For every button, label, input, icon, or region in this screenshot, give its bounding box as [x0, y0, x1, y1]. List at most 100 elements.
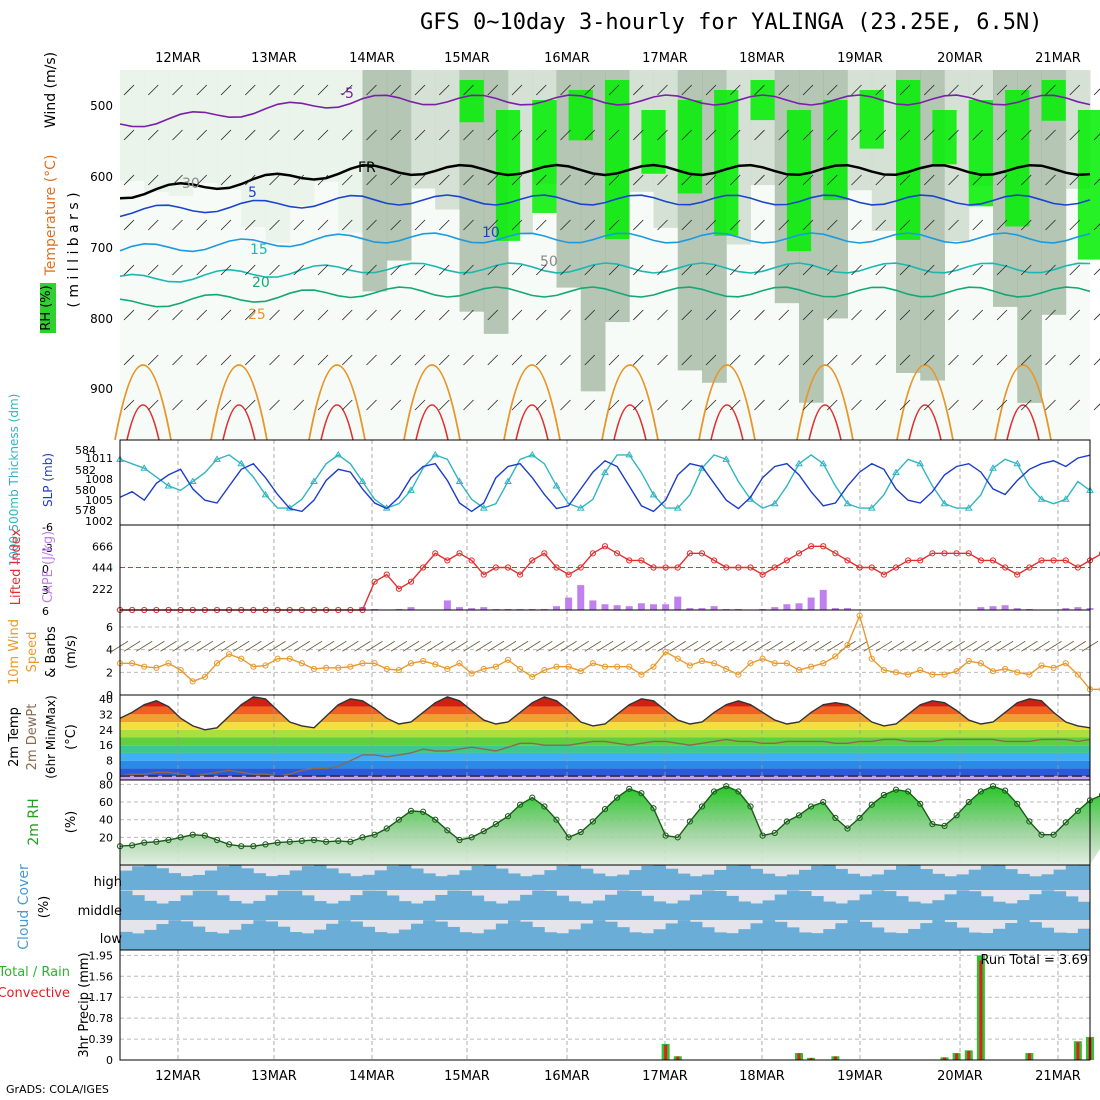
wind-speed-point: [517, 665, 524, 673]
cloud-bar: [653, 929, 667, 950]
wind-barb: [899, 309, 911, 321]
isotherm-30-lobe: [515, 404, 549, 441]
wind-barb: [341, 309, 353, 321]
wind-barb-10m: [827, 640, 844, 652]
thickness-point: [140, 464, 149, 471]
wind-barb: [996, 354, 1008, 366]
wind-barb: [147, 219, 159, 231]
wind-barb-10m: [681, 640, 699, 652]
cloud-bar: [944, 922, 958, 950]
wind-barb: [729, 219, 741, 231]
date-label-bottom: 20MAR: [937, 1069, 983, 1084]
wind-barb-10m: [936, 640, 953, 652]
wind-speed-point: [201, 673, 208, 680]
upper-air-panel: -5 FR 5 10 15 20 25 30 50 500 600 700 800 900: [90, 70, 1100, 441]
cloud-bar: [156, 903, 169, 920]
wind-speed-point: [917, 666, 924, 674]
cloud-bar: [277, 890, 291, 920]
rh-point: [359, 834, 366, 841]
lifted-index-point: [468, 557, 475, 564]
rh-point: [868, 801, 875, 808]
wind-barb: [948, 354, 959, 366]
isotherm-30-lobe: [710, 404, 744, 441]
wind-barb: [317, 129, 329, 141]
wind-barb: [802, 219, 814, 231]
cloud-bar: [641, 933, 654, 950]
lifted-index-point: [1074, 564, 1081, 571]
thickness-point: [819, 459, 828, 467]
isotherm-line: [119, 194, 1091, 218]
rh-point: [747, 803, 754, 810]
rh-shading: [241, 70, 266, 227]
cloud-bar: [762, 920, 776, 950]
wind-barb: [560, 264, 571, 276]
wind-speed-point: [492, 663, 499, 670]
lifted-index-point: [553, 564, 560, 571]
cloud-bar: [289, 932, 303, 950]
wind-speed-point: [771, 660, 778, 667]
cape-bar: [577, 585, 585, 610]
cape-bar: [674, 596, 682, 610]
wind-barb: [269, 129, 280, 141]
cloud-bar: [835, 868, 848, 890]
cloud-bar: [459, 890, 473, 920]
thickness-point: [455, 477, 464, 484]
wind-barb: [923, 84, 935, 96]
wind-barb: [317, 84, 329, 96]
wind-barb-10m: [778, 640, 796, 652]
wind-speed-point: [989, 668, 997, 675]
wind-barb: [269, 264, 280, 276]
wind-barb: [729, 354, 741, 366]
cloud-bar: [398, 901, 412, 920]
cloud-level-label: middle: [78, 904, 122, 919]
wind-barb: [366, 354, 377, 366]
slp-line: [119, 454, 1091, 513]
wind-barb: [341, 129, 353, 141]
wind-barb: [705, 399, 717, 411]
cloud-bar: [229, 900, 242, 920]
wind-barb: [317, 174, 329, 186]
rh-high-blob: [823, 100, 848, 201]
cloud-bar: [386, 866, 400, 890]
lifted-index-point: [650, 564, 657, 571]
lifted-index-point: [589, 550, 596, 557]
wind-barb: [196, 399, 208, 411]
cloud-bar: [144, 865, 157, 890]
cloud-bar: [823, 929, 836, 950]
rh-high-blob: [750, 80, 775, 121]
cloud-bar: [714, 932, 727, 950]
wind-barb: [123, 354, 135, 366]
rh-high-blob: [714, 90, 739, 236]
date-axes: 12MAR 12MAR 13MAR 13MAR 14MAR 14MAR 15MAR 15MAR…: [155, 51, 1081, 1084]
wind-speed-point: [977, 660, 984, 667]
rh-point: [844, 825, 851, 832]
temp-band: [120, 729, 1090, 738]
wind-barb-10m: [718, 640, 735, 652]
wind-barb: [196, 174, 208, 186]
cloud-bar: [229, 929, 242, 950]
wind-barb: [875, 219, 887, 231]
cloud-bar: [180, 895, 194, 920]
lifted-index-point: [371, 578, 378, 585]
cloud-bar: [411, 868, 424, 890]
cloud-bar: [241, 923, 254, 950]
cape-bar: [989, 606, 997, 610]
cloud-cover-panel: high middle low: [78, 864, 1091, 951]
isotherm-30-lobe: [415, 404, 449, 441]
thickness-point: [795, 459, 803, 467]
wind-barb: [414, 129, 426, 141]
wind-speed-point: [589, 660, 596, 667]
wind-barb: [584, 264, 596, 276]
cloud-bar: [1077, 865, 1091, 890]
cloud-bar: [532, 890, 545, 920]
cloud-bar: [495, 868, 509, 890]
wind-barb-10m: [536, 640, 553, 652]
precip-total-label: Total / Rain: [0, 965, 70, 980]
wind-speed-point: [347, 663, 354, 670]
cloud-bar: [314, 901, 327, 920]
wind-barb: [535, 129, 547, 141]
cloud-bar: [629, 890, 642, 920]
cloud-bar: [544, 932, 557, 950]
cloud-unit-label: (%): [37, 896, 52, 919]
thickness-point: [916, 459, 925, 467]
